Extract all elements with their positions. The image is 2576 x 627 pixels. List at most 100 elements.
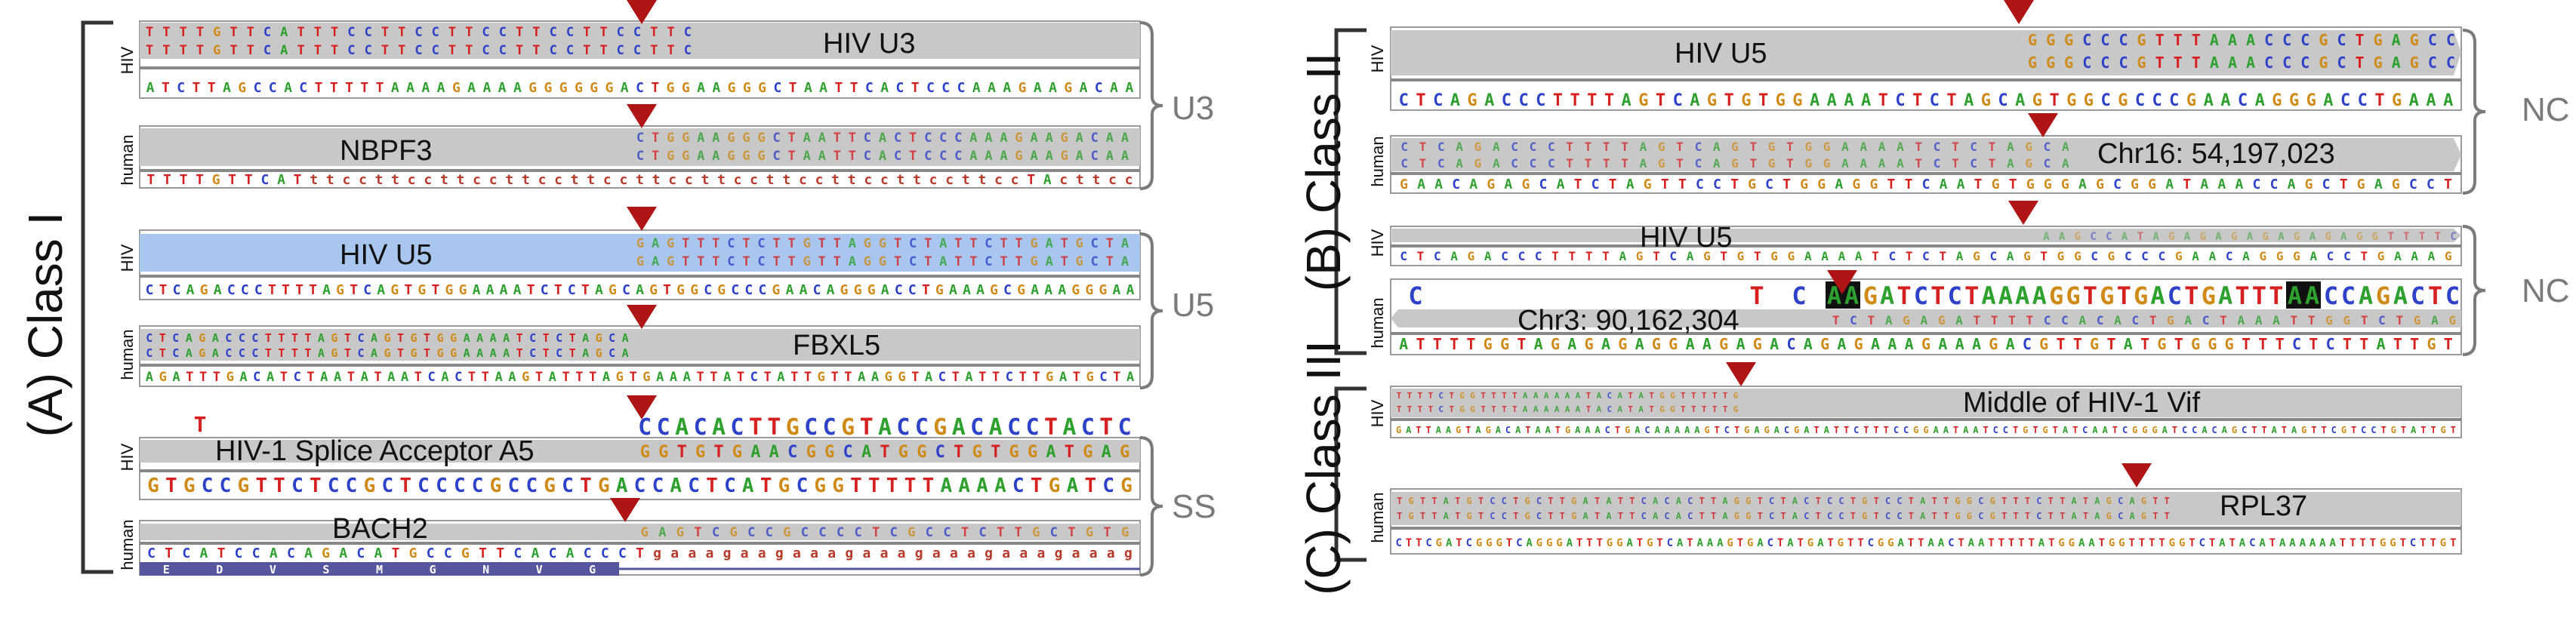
base-panels-b3-read-18: G [2325, 231, 2331, 243]
read-band-c2 [1391, 492, 2461, 525]
base-panels-c2-read1-48: G [1955, 496, 1960, 506]
base-panels-a3-ref-3: A [186, 282, 195, 298]
base-panels-a1-read1-19: T [465, 25, 473, 40]
group-label-nc-top: NC [2522, 91, 2570, 128]
base-panels-b3-read-11: A [2215, 231, 2222, 243]
base-panels-a2-ref-59: c [1108, 172, 1117, 188]
base-panels-b2-read2-36: A [2062, 156, 2069, 171]
base-panels-c2-read1-27: T [1711, 496, 1716, 506]
base-panels-a5-read-11: C [843, 443, 852, 462]
base-panels-a2-ref-49: c [945, 172, 954, 188]
base-panels-b2-ref-3: C [1452, 177, 1460, 192]
base-panels-c2-ref-23: A [1626, 537, 1633, 549]
marker-b3 [2008, 201, 2038, 225]
base-panels-a5-ref-7: T [273, 475, 285, 497]
panel-title-c1: Middle of HIV-1 Vif [1963, 387, 2200, 419]
base-panels-b4-ref-54: T [2309, 335, 2318, 353]
base-panels-c1-read2-7: G [1470, 404, 1475, 414]
base-panels-b2-read2-0: C [1400, 156, 1408, 171]
base-panels-b3-ref-61: A [2428, 249, 2436, 263]
base-panels-c2-ref-16: G [1556, 537, 1562, 549]
base-panels-a1-read1-7: C [263, 25, 271, 40]
base-panels-a5-read-16: C [935, 443, 945, 462]
base-panels-b4-c2-0: C [1792, 281, 1806, 310]
base-panels-b1-read2-4: C [2100, 54, 2109, 72]
base-panels-b2-read2-23: G [1823, 156, 1831, 171]
base-panels-c2-read2-56: T [2048, 511, 2054, 521]
base-panels-a4-read2-23: G [450, 346, 457, 360]
base-panels-b1-ref-20: G [1741, 91, 1751, 110]
base-panels-c1-ref-48: T [1873, 425, 1878, 435]
base-panels-c2-ref-36: A [1757, 537, 1764, 549]
base-panels-c1-ref-5: A [1446, 425, 1452, 435]
base-panels-b1-read1-6: G [2137, 31, 2146, 49]
base-panels-b4-mid-14: G [2100, 281, 2114, 310]
base-panels-c1-ref-50: C [1893, 425, 1899, 435]
base-panels-a2-ref-27: t [587, 172, 595, 188]
base-panels-c2-ref-0: C [1395, 537, 1401, 549]
base-panels-a2-ref-2: T [180, 172, 188, 188]
base-panels-a2-ref-33: c [685, 172, 693, 188]
base-panels-a3-read1-31: T [1106, 236, 1114, 251]
base-panels-c2-read1-19: T [1618, 496, 1623, 506]
base-panels-a4-ref-11: C [294, 370, 301, 385]
base-panels-a5-ref-14: T [399, 475, 411, 497]
base-panels-b4-mid-11: G [2049, 281, 2063, 310]
base-panels-a6-ref-50: a [1019, 546, 1028, 561]
base-panels-b1-read1-16: G [2319, 31, 2328, 49]
base-panels-b4-ref-16: G [1669, 335, 1678, 353]
base-panels-b4-ref-12: A [1601, 335, 1610, 353]
base-panels-c2-ref-17: A [1567, 537, 1573, 549]
base-panels-b2-read2-32: T [1989, 156, 1996, 171]
base-panels-b3-ref-25: A [1821, 249, 1829, 263]
base-panels-b4-read-7: A [1955, 313, 1963, 327]
base-panels-b4-mid-5: C [1948, 281, 1962, 310]
base-panels-b3-read-4: C [2106, 231, 2112, 243]
base-panels-b2-ref-0: G [1400, 177, 1408, 192]
base-panels-a4-read1-17: A [371, 331, 377, 345]
base-panels-c2-ref-87: T [2269, 537, 2276, 549]
base-panels-a1-read1-18: T [448, 25, 456, 40]
base-panels-b2-ref-34: G [1992, 177, 2000, 192]
base-panels-a5-ref-49: T [1031, 475, 1043, 497]
base-panels-a3-read2-19: T [924, 254, 932, 269]
base-panels-a1-ref-48: A [880, 80, 889, 96]
base-panels-a2-read2-3: G [682, 149, 689, 164]
base-panels-a4-read1-10: T [278, 331, 285, 345]
base-panels-b1-ref-30: T [1912, 91, 1922, 110]
base-panels-b4-ref-52: T [2276, 335, 2285, 353]
base-panels-b1-ref-11: T [1587, 91, 1597, 110]
base-panels-a5-ref-12: G [364, 475, 376, 497]
base-panels-a1-ref-27: G [559, 80, 568, 96]
base-panels-c2-read1-51: G [1990, 496, 1995, 506]
base-panels-b4-mid-10: A [2032, 281, 2047, 310]
base-panels-c1-read2-13: A [1533, 404, 1539, 414]
base-panels-b2-ref-15: T [1661, 177, 1669, 192]
base-panels-b2-ref-46: A [2200, 177, 2208, 192]
base-panels-c2-read1-57: T [2060, 496, 2065, 506]
base-panels-c1-ref-42: T [1813, 425, 1819, 435]
base-panels-a6-read-17: C [943, 525, 951, 540]
base-panels-b4-tail-0: C [2324, 281, 2338, 310]
base-panels-a6-ref-44: g [915, 546, 923, 561]
base-panels-a4-ref-5: T [213, 370, 220, 385]
section-b-title: (B) Class II [1296, 53, 1351, 291]
base-panels-b3-ref-44: C [2141, 249, 2149, 263]
base-panels-a5-ref-29: A [670, 475, 682, 497]
base-panels-a2-ref-10: t [310, 172, 318, 188]
base-panels-b3-read-16: G [2294, 231, 2300, 243]
base-panels-b4-read-15: C [2097, 313, 2104, 327]
base-panels-b2-read2-9: T [1566, 156, 1573, 171]
base-panels-a2-read1-9: C [772, 131, 780, 146]
base-panels-b4-ref-1: T [1416, 335, 1425, 353]
base-panels-b4-read-9: T [1991, 313, 1998, 327]
base-panels-b2-ref-16: T [1678, 177, 1687, 192]
base-panels-b3-ref-55: C [2327, 249, 2334, 263]
base-panels-b4-ref-59: T [2393, 335, 2402, 353]
base-panels-a4-read1-4: G [199, 331, 205, 345]
base-panels-a1-ref-63: A [1110, 80, 1118, 96]
base-panels-b2-read1-23: G [1823, 140, 1831, 154]
base-panels-c2-ref-58: A [1978, 537, 1985, 549]
base-panels-a2-ref-37: c [750, 172, 758, 188]
